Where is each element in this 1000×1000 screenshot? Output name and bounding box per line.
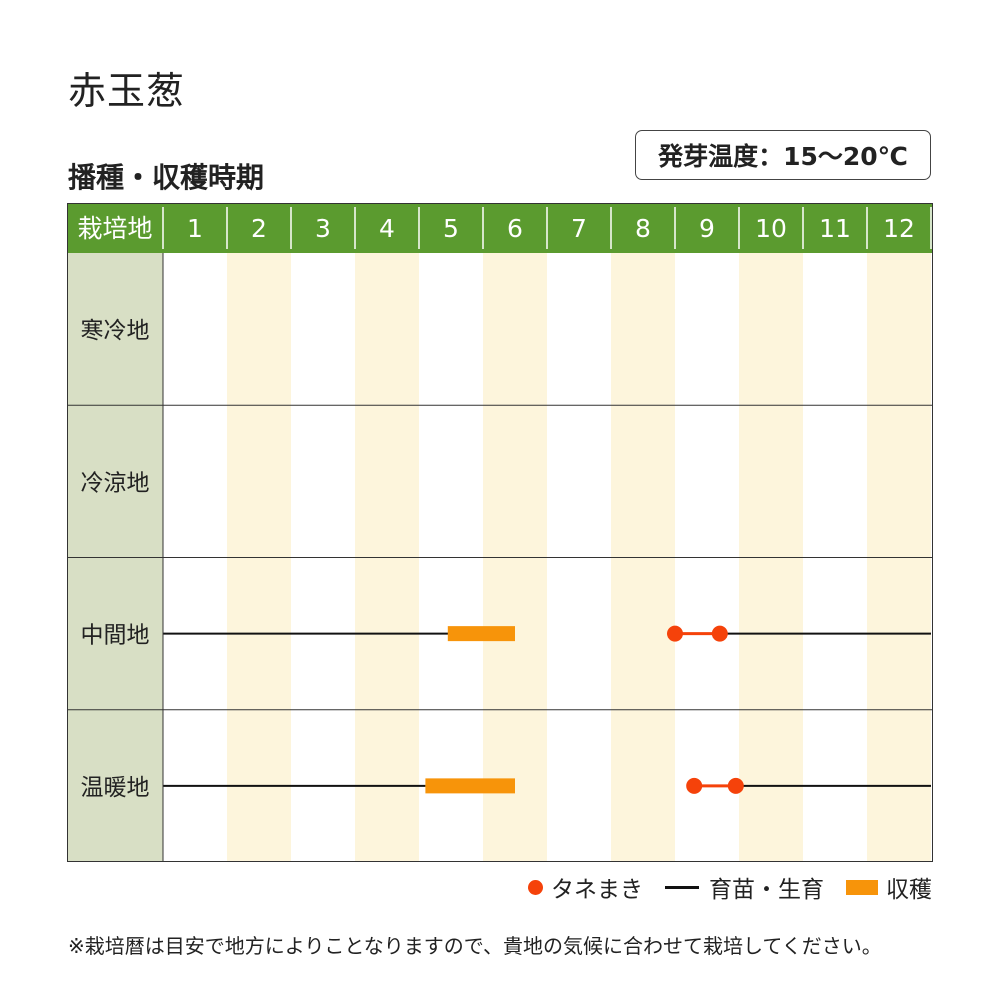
month-header-12: 12 [883,214,915,243]
header-region-label: 栽培地 [77,214,152,243]
germination-temperature-text: 発芽温度：15〜20℃ [658,142,908,171]
month-header-8: 8 [635,214,651,243]
growing-line-icon [665,885,699,889]
region-label-3: 中間地 [81,623,150,649]
month-header-6: 6 [507,214,523,243]
harvest-bar-icon [846,879,878,895]
harvest-bar [425,778,515,794]
chart-subtitle: 播種・収穫時期 [68,161,265,194]
sowing-end-dot [711,625,728,642]
legend-sowing-label: タネまき [551,877,643,903]
sowing-end-dot [727,777,744,794]
month-header-4: 4 [379,214,395,243]
legend-growing-label: 育苗・生育 [709,877,824,903]
chart-border [67,203,933,862]
region-label-1: 寒冷地 [81,318,150,344]
month-header-9: 9 [699,214,715,243]
page-title: 赤玉葱 [68,69,186,113]
month-header-11: 11 [819,214,851,243]
month-header-5: 5 [443,214,459,243]
month-header-7: 7 [571,214,587,243]
month-header-1: 1 [187,214,203,243]
sowing-dot-icon [528,879,543,895]
footnote: ※栽培暦は目安で地方によりことなりますので、貴地の気候に合わせて栽培してください… [68,934,882,958]
month-header-2: 2 [251,214,267,243]
sowing-start-dot [667,625,683,642]
region-label-2: 冷涼地 [81,470,150,496]
legend-sowing: タネまき [528,870,643,904]
germination-temperature-box: 発芽温度：15〜20℃ [635,130,931,180]
sowing-start-dot [686,777,703,794]
legend-growing: 育苗・生育 [665,870,824,904]
legend-harvest-label: 収穫 [886,877,932,903]
month-header-3: 3 [315,214,331,243]
month-header-10: 10 [755,214,787,243]
chart-legend: タネまき 育苗・生育 収穫 [506,870,932,904]
chart-header-background [67,203,933,253]
region-label-4: 温暖地 [81,775,150,801]
harvest-bar [447,626,515,642]
legend-harvest: 収穫 [846,870,932,904]
